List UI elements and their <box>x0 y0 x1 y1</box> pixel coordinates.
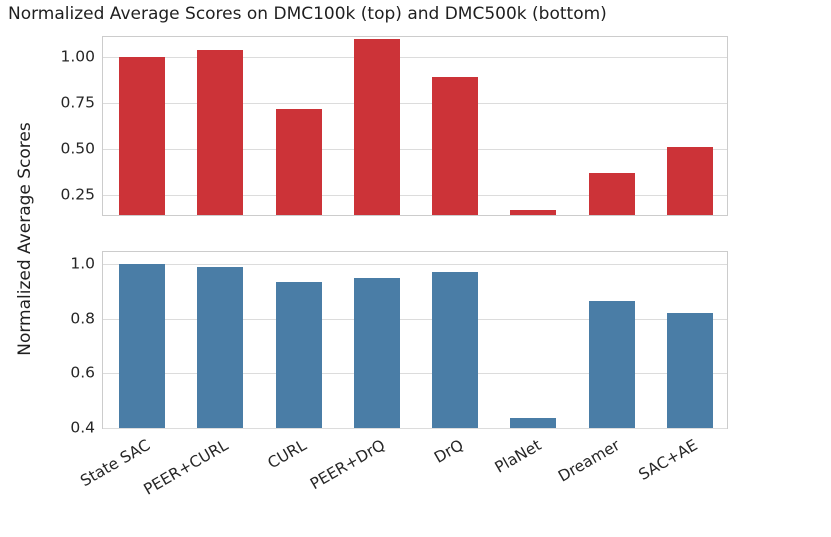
x-tick-label-curl: CURL <box>264 436 310 473</box>
bar-dmc500k-dreamer <box>588 300 635 428</box>
bar-dmc500k-planet <box>510 418 557 428</box>
y-tick-label-0.25: 0.25 <box>60 185 95 204</box>
y-tick-label-0.4: 0.4 <box>70 418 95 437</box>
gridline-0.25 <box>103 194 727 196</box>
gridline-1.0 <box>103 264 727 266</box>
subplot-dmc100k: 0.25 0.50 0.75 1.00 <box>60 36 728 216</box>
x-tick-label-sac-ae: SAC+AE <box>635 436 701 484</box>
y-tick-label-0.50: 0.50 <box>60 139 95 158</box>
x-tick-label-peer-drq: PEER+DrQ <box>306 436 388 494</box>
gridline-1.00 <box>103 57 727 59</box>
gridline-0.6 <box>103 373 727 375</box>
y-axis-label: Normalized Average Scores <box>15 122 35 356</box>
bar-dmc500k-drq <box>432 272 479 428</box>
gridline-0.75 <box>103 103 727 105</box>
gridline-0.50 <box>103 148 727 150</box>
bar-dmc100k-sac-ae <box>666 147 713 215</box>
bar-dmc100k-curl <box>275 108 322 215</box>
bar-dmc100k-state-sac <box>119 57 166 215</box>
y-tick-label-1.00: 1.00 <box>60 47 95 66</box>
y-tick-label-1.0: 1.0 <box>70 254 95 273</box>
y-tick-label-0.6: 0.6 <box>70 363 95 382</box>
bar-dmc100k-dreamer <box>588 172 635 215</box>
bar-dmc500k-peer-drq <box>353 277 400 428</box>
bar-dmc500k-state-sac <box>119 264 166 428</box>
x-tick-label-planet: PlaNet <box>491 436 545 477</box>
gridline-0.8 <box>103 318 727 320</box>
bar-dmc100k-peer-drq <box>353 38 400 215</box>
bar-dmc500k-peer-curl <box>197 266 244 428</box>
gridline-0.4 <box>103 428 727 429</box>
bar-dmc100k-peer-curl <box>197 49 244 215</box>
y-tick-label-0.8: 0.8 <box>70 309 95 328</box>
bar-dmc100k-planet <box>510 209 557 215</box>
bar-dmc500k-sac-ae <box>666 313 713 428</box>
chart-title: Normalized Average Scores on DMC100k (to… <box>8 4 607 24</box>
x-tick-label-dreamer: Dreamer <box>554 436 623 486</box>
bar-dmc100k-drq <box>432 77 479 215</box>
y-tick-label-0.75: 0.75 <box>60 93 95 112</box>
x-tick-label-peer-curl: PEER+CURL <box>140 436 232 499</box>
subplot-dmc500k: 0.4 0.6 0.8 1.0 <box>70 251 728 437</box>
x-tick-label-drq: DrQ <box>430 436 467 467</box>
bar-dmc500k-curl <box>275 281 322 428</box>
